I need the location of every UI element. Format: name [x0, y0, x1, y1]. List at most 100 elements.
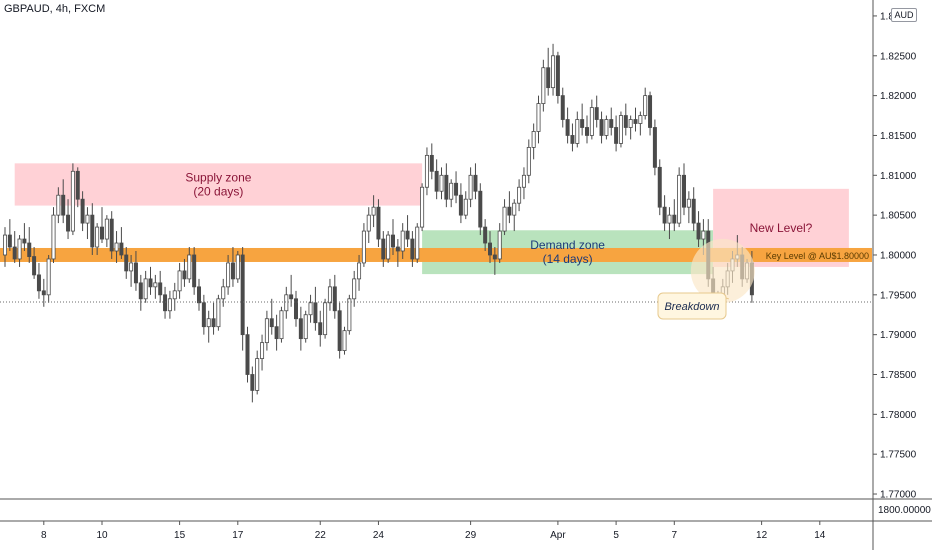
candle-body — [483, 226, 488, 244]
price-tick-label: 1.82500 — [880, 51, 917, 62]
candle-body — [677, 174, 682, 224]
candle-body — [337, 310, 342, 351]
candle-body — [463, 198, 468, 216]
new-level-zone-label: New Level? — [750, 221, 813, 235]
candle-body — [51, 214, 56, 260]
candle-body — [512, 202, 517, 216]
candle-body — [478, 190, 483, 228]
candle-body — [66, 214, 71, 232]
candle-body — [211, 318, 216, 328]
time-tick-label: 7 — [672, 530, 678, 541]
candle-body — [473, 174, 478, 192]
candle-body — [196, 286, 201, 304]
candle-body — [682, 174, 687, 208]
candle-body — [177, 270, 182, 292]
candle-body — [182, 270, 187, 280]
candle-body — [618, 115, 623, 144]
candle-body — [230, 262, 235, 280]
candle-body — [284, 294, 289, 312]
candle-body — [75, 170, 80, 200]
candle-body — [347, 298, 352, 332]
candle-body — [599, 119, 604, 136]
candle-body — [434, 170, 439, 192]
candle-body — [672, 214, 677, 224]
candle-body — [487, 242, 492, 256]
supply-zone-duration: (20 days) — [193, 184, 243, 198]
candle-body — [507, 206, 512, 216]
candle-body — [628, 119, 633, 128]
candle-body — [555, 55, 560, 97]
candle-body — [187, 254, 192, 280]
candle-body — [570, 135, 575, 144]
candle-body — [376, 206, 381, 240]
candle-body — [235, 254, 240, 280]
candle-body — [201, 302, 206, 328]
candle-body — [614, 127, 619, 144]
time-tick-label: 14 — [814, 530, 826, 541]
candle-body — [22, 238, 27, 244]
candle-body — [17, 238, 22, 260]
candle-body — [420, 186, 425, 228]
candle-body — [696, 222, 701, 240]
candle-body — [352, 278, 357, 300]
candle-body — [342, 330, 347, 351]
candle-body — [318, 322, 323, 336]
candle-body — [357, 262, 362, 280]
candle-body — [12, 246, 17, 260]
candle-body — [444, 174, 449, 200]
price-tick-label: 1.77500 — [880, 450, 917, 461]
breakdown-callout-box — [657, 292, 727, 320]
candle-body — [521, 174, 526, 188]
candle-body — [279, 310, 284, 340]
candle-body — [429, 154, 434, 172]
key-level-band — [0, 247, 872, 262]
candle-body — [400, 230, 405, 252]
candle-body — [361, 230, 366, 264]
key-level-label: Key Level @ AU$1.80000 — [766, 251, 869, 261]
candle-body — [327, 286, 332, 304]
candle-body — [240, 254, 245, 336]
time-tick-label: 12 — [756, 530, 768, 541]
candle-body — [424, 154, 429, 188]
candle-body — [36, 274, 41, 292]
candle-body — [585, 127, 590, 136]
price-tick-label: 1.81500 — [880, 131, 917, 142]
candle-body — [274, 326, 279, 340]
demand-zone-duration: (14 days) — [543, 252, 593, 266]
candle-body — [153, 282, 158, 288]
time-tick-label: 10 — [96, 530, 108, 541]
supply-zone-label: Supply zone — [185, 170, 251, 184]
candle-body — [449, 182, 454, 200]
candle-body — [255, 358, 260, 391]
candle-body — [61, 194, 66, 216]
time-tick-label: 24 — [373, 530, 385, 541]
candle-body — [517, 186, 522, 204]
candle-body — [27, 242, 32, 257]
candle-body — [667, 214, 672, 224]
breakdown-callout-label: Breakdown — [664, 301, 719, 313]
candle-body — [226, 262, 231, 288]
time-tick-label: 29 — [465, 530, 477, 541]
candle-body — [691, 198, 696, 224]
candle-body — [260, 342, 265, 359]
time-tick-label: Apr — [550, 530, 566, 541]
candle-body — [56, 194, 61, 216]
candle-body — [652, 127, 657, 168]
candle-body — [46, 258, 51, 296]
candle-body — [604, 119, 609, 136]
candle-body — [303, 314, 308, 340]
candle-body — [458, 194, 463, 216]
candle-body — [32, 256, 37, 276]
candle-body — [133, 262, 138, 284]
price-tick-label: 1.82000 — [880, 91, 917, 102]
candle-body — [167, 298, 172, 312]
volume-axis-label: 1800.00000 — [878, 505, 931, 516]
candle-body — [551, 55, 556, 89]
candle-body — [648, 95, 653, 128]
price-tick-label: 1.79500 — [880, 290, 917, 301]
price-tick-label: 1.80000 — [880, 250, 917, 261]
candle-body — [405, 230, 410, 240]
candle-body — [293, 298, 298, 320]
time-tick-label: 22 — [315, 530, 327, 541]
